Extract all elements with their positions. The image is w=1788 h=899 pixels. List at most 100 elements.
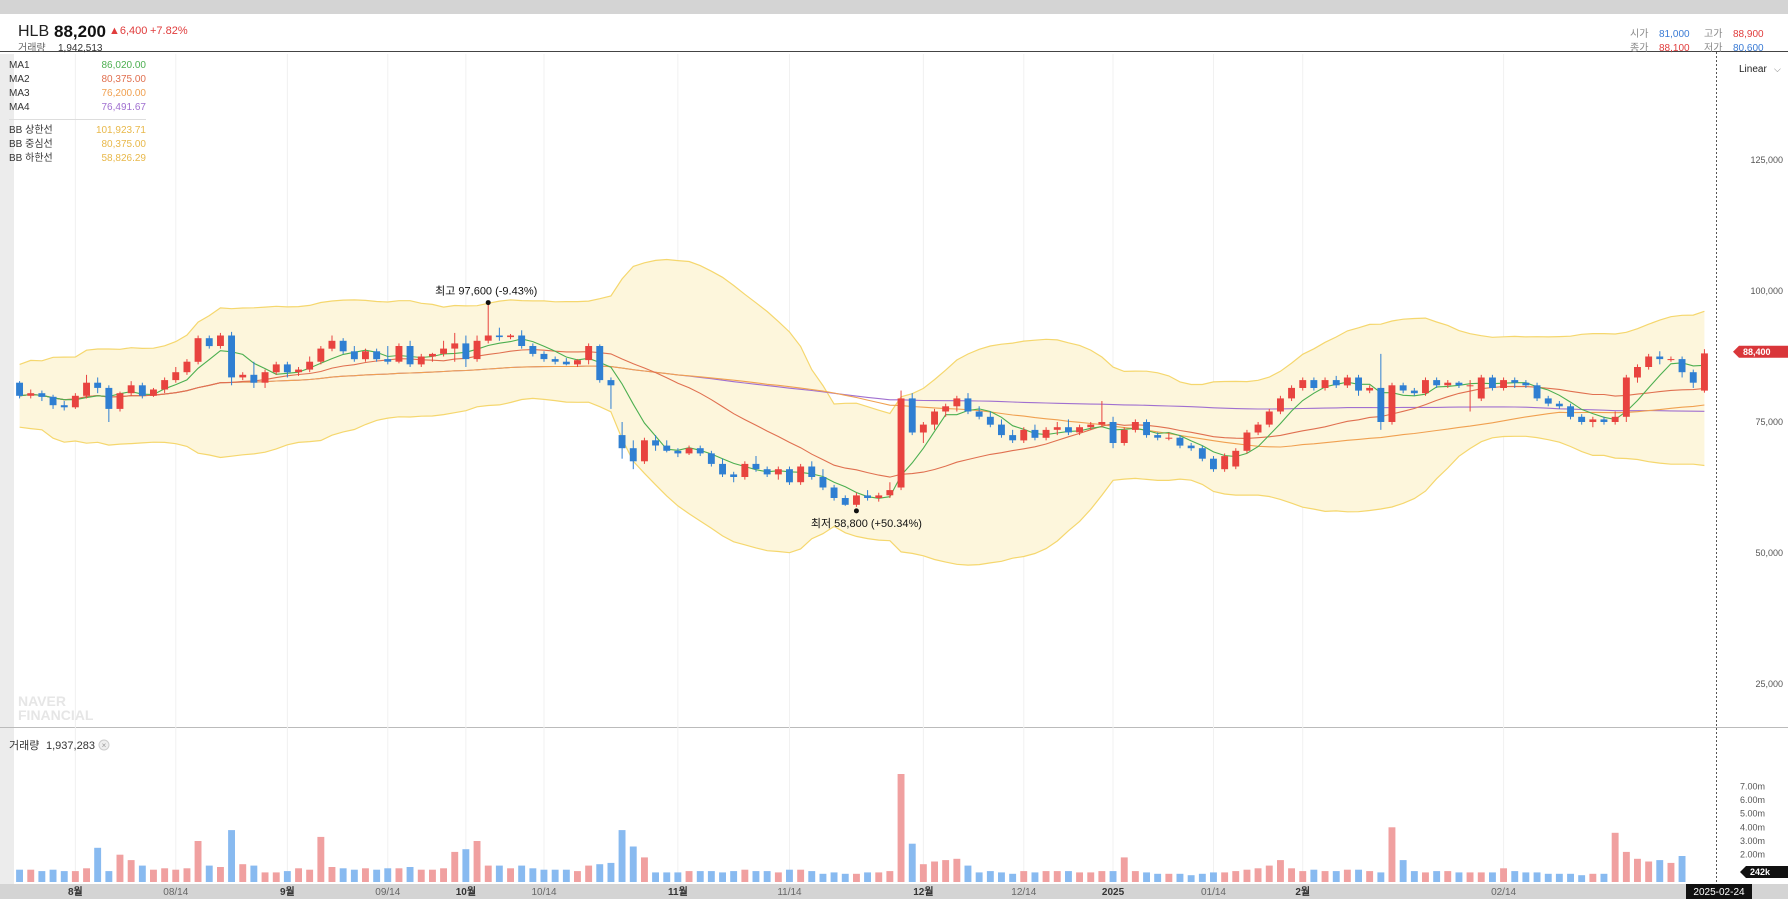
candle-body-116 [1310,380,1318,388]
ma2-value: 80,375.00 [102,74,147,85]
candle-body-86 [975,411,983,417]
close-icon: × [102,741,107,750]
candle-body-5 [71,395,79,408]
volume-bar-145 [1634,858,1641,882]
candle-body-130 [1466,385,1474,387]
volume-bar-124 [1399,860,1407,882]
candle-body-82 [931,411,938,425]
stock-symbol: HLB [18,23,49,40]
volume-bar-31 [362,868,369,882]
volume-bar-38 [440,868,447,882]
volume-bar-83 [942,860,950,882]
volume-bar-93 [1053,871,1061,882]
candle-body-4 [60,405,68,408]
candle-body-9 [116,393,124,409]
volume-bar-50 [574,871,581,882]
candle-body-63 [719,463,726,475]
ma1-value: 86,020.00 [102,60,147,71]
candle-body-19 [228,335,235,378]
volume-bar-134 [1511,871,1519,882]
candle-body-62 [707,453,715,464]
price-tag-shape [1733,345,1788,358]
candle-body-117 [1321,380,1329,388]
candle-body-88 [998,424,1005,436]
ma3-line [19,365,1705,448]
candle-body-146 [1645,356,1653,367]
bb-lower-label: BB 하한선 [9,151,53,164]
date-tick-label-4: 10월 [456,886,476,898]
volume-bar-81 [919,864,927,882]
candle-body-40 [462,343,470,360]
volume-bar-91 [1031,872,1039,882]
candle-body-14 [172,372,180,381]
candle-body-137 [1544,398,1552,404]
volume-bar-109 [1232,871,1240,882]
volume-bar-63 [719,872,726,882]
volume-bar-71 [808,871,816,882]
candle-body-143 [1611,416,1619,422]
band-upper-line [19,258,1705,415]
volume-bar-36 [417,869,425,882]
candle-body-95 [1076,427,1083,433]
volume-bar-144 [1622,851,1630,882]
ohlc-open-value: 81,000 [1659,29,1690,40]
volume-bar-32 [373,869,381,882]
volume-bar-46 [529,868,537,882]
ohlc-close-value: 88,100 [1659,43,1690,54]
volume-bar-57 [652,872,659,882]
indicator-legend: MA1 86,020.00 MA2 80,375.00 MA3 76,200.0… [9,60,146,164]
volume-panel-close-icon[interactable]: × [98,739,110,751]
volume-bar-17 [205,865,213,882]
band-fill [19,259,1705,566]
bb-middle-label: BB 중심선 [9,138,53,150]
candle-body-120 [1355,377,1362,391]
candle-body-150 [1689,372,1697,383]
volume-bar-128 [1444,871,1452,882]
volume-tick-label-5: 7.00m [1740,781,1765,791]
candle-body-149 [1678,359,1686,373]
ohlc-high-value: 88,900 [1733,29,1764,40]
candle-body-23 [272,364,280,373]
candle-body-51 [585,346,593,361]
candle-body-118 [1332,380,1340,386]
volume-bar-129 [1455,872,1463,882]
candle-body-29 [339,340,347,352]
candle-body-121 [1366,387,1374,391]
volume-bar-110 [1243,869,1251,882]
volume-panel-value: 1,937,283 [46,740,95,752]
chevron-down-icon: ⌵ [1774,64,1781,74]
candle-body-138 [1555,403,1563,407]
candle-body-110 [1243,432,1251,451]
candle-body-126 [1422,380,1429,394]
candle-body-38 [440,348,447,354]
candle-body-109 [1232,450,1240,467]
candle-body-47 [540,353,548,360]
volume-bar-42 [484,865,492,882]
volume-bar-87 [986,871,994,882]
chart-frame: 25,000 50,000 75,000 100,000 125,000 2.00m 3.… [0,14,1788,899]
candle-body-12 [150,389,157,396]
date-tick-label-10: 2025 [1102,887,1125,898]
volume-bar-1 [27,869,35,882]
volume-bar-99 [1120,857,1128,882]
volume-bar-94 [1065,871,1072,882]
candle-body-81 [919,424,927,433]
candle-body-78 [886,490,894,496]
candlesticks [16,303,1708,507]
volume-tick-label-3: 5.00m [1740,809,1765,819]
volume-bar-89 [1009,873,1017,882]
candle-body-135 [1522,382,1530,386]
candle-body-100 [1131,422,1139,430]
candle-body-32 [373,351,381,360]
candle-body-76 [864,495,871,498]
scale-mode-dropdown[interactable]: Linear ⌵ [1739,64,1781,75]
date-tick-label-5: 10/14 [531,887,556,898]
volume-bar-76 [864,872,871,882]
date-tick-label-2: 9월 [280,886,295,898]
volume-panel-label: 거래량 [9,739,39,752]
ma3-value: 76,200.00 [102,88,147,99]
candle-body-145 [1634,367,1641,378]
candle-body-102 [1154,435,1162,438]
candle-body-125 [1410,390,1418,394]
volume-bar-79 [897,774,905,882]
